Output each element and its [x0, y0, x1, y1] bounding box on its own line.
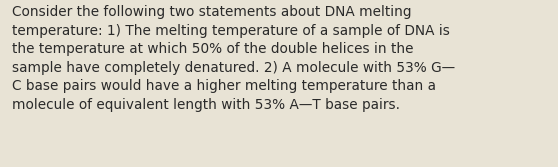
Text: Consider the following two statements about DNA melting
temperature: 1) The melt: Consider the following two statements ab…: [12, 5, 455, 112]
